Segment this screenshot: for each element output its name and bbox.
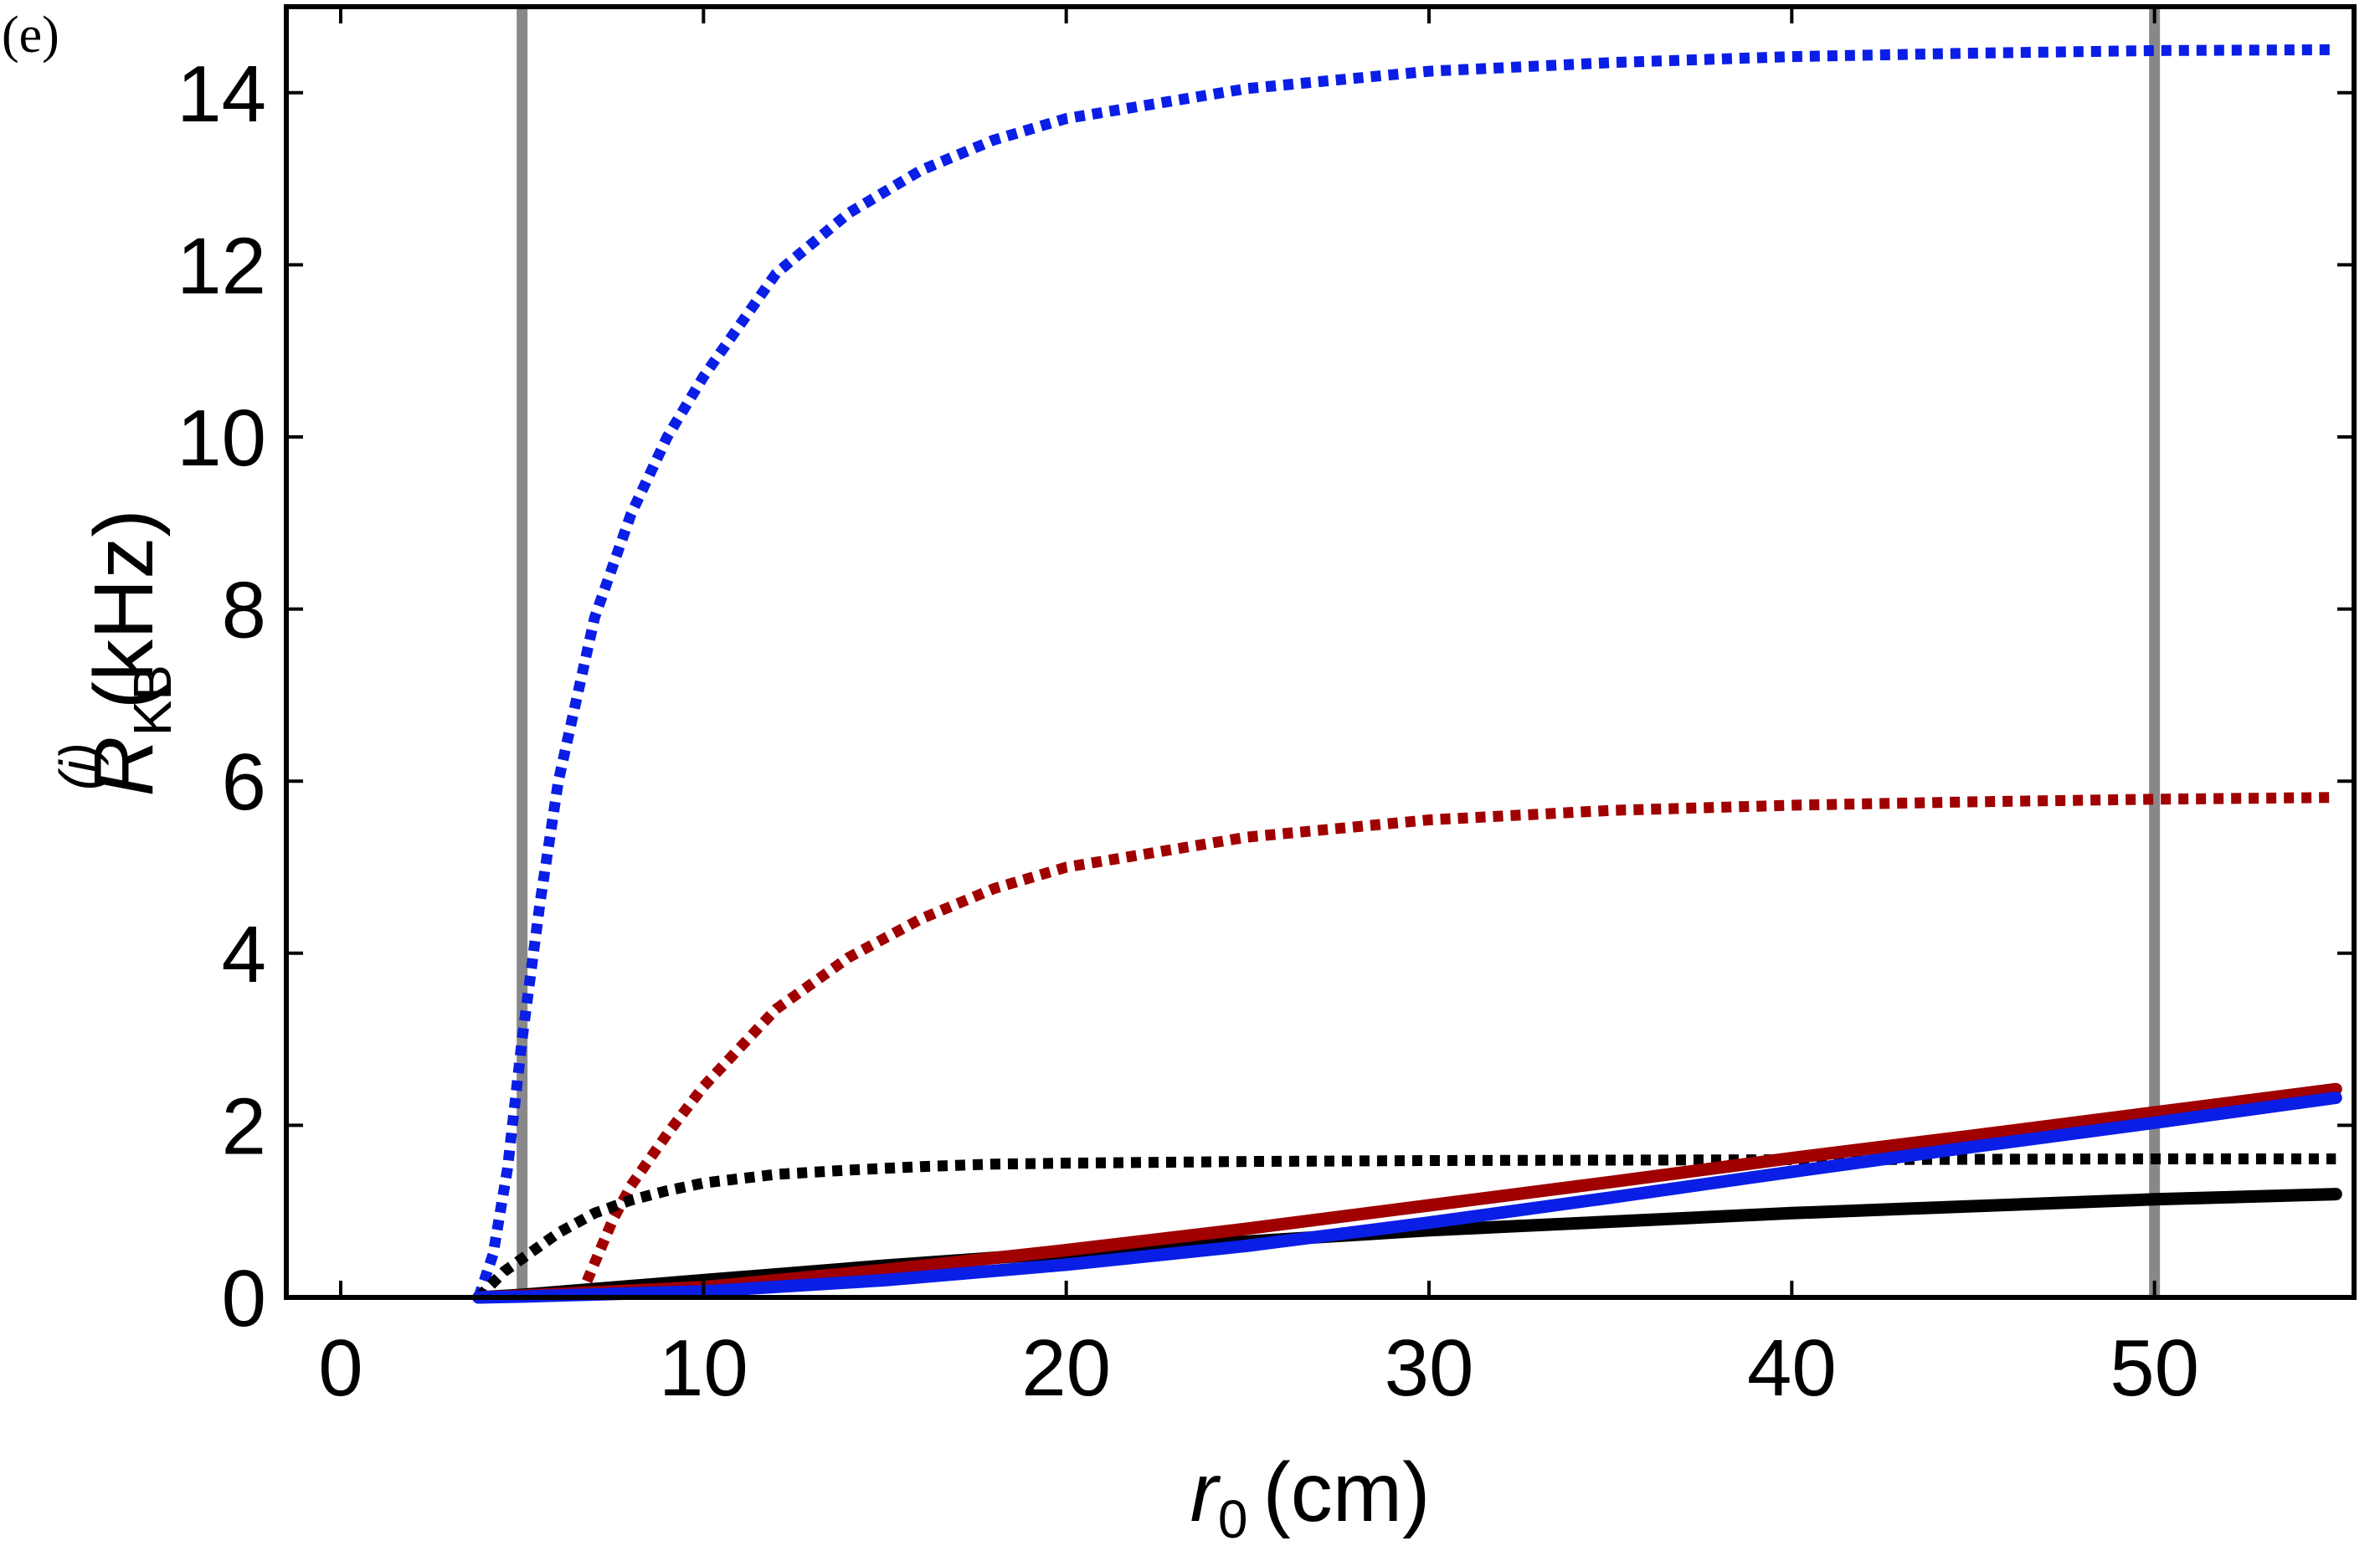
y-tick-label-0: 0 [222, 1254, 266, 1343]
y-tick-label-8: 8 [222, 566, 266, 655]
x-tick-label-50: 50 [2110, 1323, 2199, 1413]
ticks [286, 7, 2354, 1299]
x-axis-title: r0 (cm) [1190, 1446, 1431, 1541]
series-black-dotted [475, 1153, 2336, 1302]
series-red-solid [472, 1082, 2342, 1304]
x-tick-label-30: 30 [1385, 1323, 1474, 1413]
series-blue-solid [472, 1092, 2342, 1304]
y-tick-label-14: 14 [177, 49, 266, 139]
series-group [472, 44, 2342, 1304]
reference-lines [517, 7, 2161, 1297]
x-tick-label-40: 40 [1747, 1323, 1837, 1413]
tick-labels: 0 10 20 30 40 50 0 2 4 6 8 10 12 14 [177, 49, 2199, 1413]
y-tick-label-2: 2 [222, 1081, 266, 1171]
x-tick-label-20: 20 [1021, 1323, 1111, 1413]
y-tick-label-10: 10 [177, 393, 266, 483]
y-tick-label-6: 6 [222, 737, 266, 827]
x-tick-label-10: 10 [659, 1323, 748, 1413]
x-tick-label-0: 0 [318, 1323, 362, 1413]
series-blue-dotted [473, 44, 2336, 1300]
y-tick-label-12: 12 [177, 221, 266, 311]
plot-frame [284, 4, 2357, 1300]
panel-label: (e) [2, 7, 59, 64]
y-axis-title: RKB(i)(kHz) [49, 509, 182, 796]
y-tick-label-4: 4 [222, 910, 266, 999]
